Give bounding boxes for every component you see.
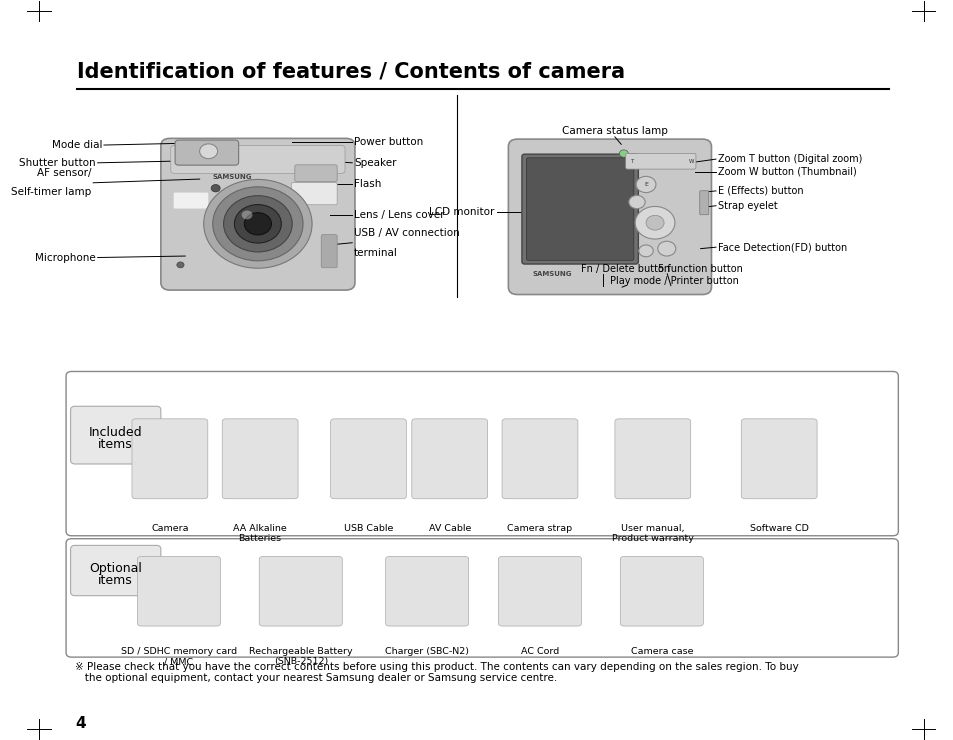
Circle shape xyxy=(636,176,656,192)
Circle shape xyxy=(244,212,272,235)
FancyBboxPatch shape xyxy=(321,235,336,268)
FancyBboxPatch shape xyxy=(497,556,581,626)
Circle shape xyxy=(211,184,220,192)
Text: Strap eyelet: Strap eyelet xyxy=(717,201,777,211)
Text: AF sensor/: AF sensor/ xyxy=(37,168,91,178)
Circle shape xyxy=(645,215,663,230)
Text: User manual,
Product warranty: User manual, Product warranty xyxy=(611,524,693,543)
Text: Mode dial: Mode dial xyxy=(51,140,102,150)
Text: AV Cable: AV Cable xyxy=(428,524,471,533)
Circle shape xyxy=(657,241,675,256)
Text: SAMSUNG: SAMSUNG xyxy=(212,174,252,180)
Text: Play mode / Printer button: Play mode / Printer button xyxy=(610,276,739,286)
Circle shape xyxy=(241,210,253,219)
Circle shape xyxy=(223,195,292,252)
Text: items: items xyxy=(98,437,133,451)
Text: ※ Please check that you have the correct contents before using this product. The: ※ Please check that you have the correct… xyxy=(75,662,798,683)
FancyBboxPatch shape xyxy=(222,419,297,499)
Text: E: E xyxy=(643,182,647,187)
Text: Face Detection(FD) button: Face Detection(FD) button xyxy=(717,242,846,252)
Text: Fn / Delete button: Fn / Delete button xyxy=(580,263,669,274)
FancyBboxPatch shape xyxy=(294,165,336,181)
Text: AC Cord: AC Cord xyxy=(520,647,558,656)
FancyBboxPatch shape xyxy=(171,146,345,173)
Text: Rechargeable Battery
(SNB-2512): Rechargeable Battery (SNB-2512) xyxy=(249,647,353,666)
FancyBboxPatch shape xyxy=(71,545,161,596)
FancyBboxPatch shape xyxy=(132,419,208,499)
FancyBboxPatch shape xyxy=(66,539,898,657)
FancyBboxPatch shape xyxy=(412,419,487,499)
FancyBboxPatch shape xyxy=(330,419,406,499)
Text: Charger (SBC-N2): Charger (SBC-N2) xyxy=(385,647,469,656)
FancyBboxPatch shape xyxy=(501,419,578,499)
FancyBboxPatch shape xyxy=(625,153,695,169)
Text: Self-timer lamp: Self-timer lamp xyxy=(11,187,91,198)
Circle shape xyxy=(204,179,312,268)
Text: AA Alkaline
Batteries: AA Alkaline Batteries xyxy=(233,524,287,543)
Text: Shutter button: Shutter button xyxy=(19,158,95,168)
FancyBboxPatch shape xyxy=(521,154,638,264)
FancyBboxPatch shape xyxy=(175,140,238,165)
Text: SAMSUNG: SAMSUNG xyxy=(532,271,571,277)
Circle shape xyxy=(176,262,184,268)
Text: Zoom W button (Thumbnail): Zoom W button (Thumbnail) xyxy=(717,166,856,177)
Text: Camera status lamp: Camera status lamp xyxy=(561,126,667,136)
Text: 4: 4 xyxy=(75,716,86,731)
Text: Camera strap: Camera strap xyxy=(507,524,572,533)
Text: Included: Included xyxy=(89,425,142,439)
FancyBboxPatch shape xyxy=(259,556,342,626)
Text: Zoom T button (Digital zoom): Zoom T button (Digital zoom) xyxy=(717,154,862,164)
FancyBboxPatch shape xyxy=(740,419,816,499)
Text: Speaker: Speaker xyxy=(354,158,396,168)
Text: E (Effects) button: E (Effects) button xyxy=(717,186,802,196)
Text: W: W xyxy=(688,159,694,164)
FancyBboxPatch shape xyxy=(699,191,708,215)
FancyBboxPatch shape xyxy=(508,139,711,295)
Text: terminal: terminal xyxy=(354,248,397,258)
Circle shape xyxy=(618,149,628,158)
FancyBboxPatch shape xyxy=(161,138,355,290)
FancyBboxPatch shape xyxy=(137,556,220,626)
FancyBboxPatch shape xyxy=(71,406,161,464)
Circle shape xyxy=(628,195,644,209)
Text: SD / SDHC memory card
/ MMC: SD / SDHC memory card / MMC xyxy=(121,647,236,666)
FancyBboxPatch shape xyxy=(615,419,690,499)
Text: Power button: Power button xyxy=(354,137,423,147)
Text: items: items xyxy=(98,574,133,587)
Text: Microphone: Microphone xyxy=(35,252,95,263)
Text: 5 function button: 5 function button xyxy=(658,263,742,274)
Circle shape xyxy=(234,204,281,243)
Circle shape xyxy=(635,206,674,239)
Text: Flash: Flash xyxy=(354,178,381,189)
Circle shape xyxy=(199,144,217,158)
FancyBboxPatch shape xyxy=(619,556,702,626)
Text: USB Cable: USB Cable xyxy=(343,524,393,533)
FancyBboxPatch shape xyxy=(173,192,209,209)
Text: Identification of features / Contents of camera: Identification of features / Contents of… xyxy=(77,61,624,81)
Circle shape xyxy=(639,245,653,257)
Text: T: T xyxy=(629,159,632,164)
FancyBboxPatch shape xyxy=(291,183,336,205)
Text: LCD monitor: LCD monitor xyxy=(429,206,495,217)
Circle shape xyxy=(213,186,303,260)
Text: Software CD: Software CD xyxy=(749,524,808,533)
FancyBboxPatch shape xyxy=(526,158,633,260)
Text: Camera: Camera xyxy=(151,524,189,533)
Text: USB / AV connection: USB / AV connection xyxy=(354,228,459,238)
Text: Lens / Lens cover: Lens / Lens cover xyxy=(354,209,444,220)
FancyBboxPatch shape xyxy=(385,556,468,626)
FancyBboxPatch shape xyxy=(66,371,898,536)
Text: Optional: Optional xyxy=(90,562,142,575)
Text: Camera case: Camera case xyxy=(630,647,693,656)
